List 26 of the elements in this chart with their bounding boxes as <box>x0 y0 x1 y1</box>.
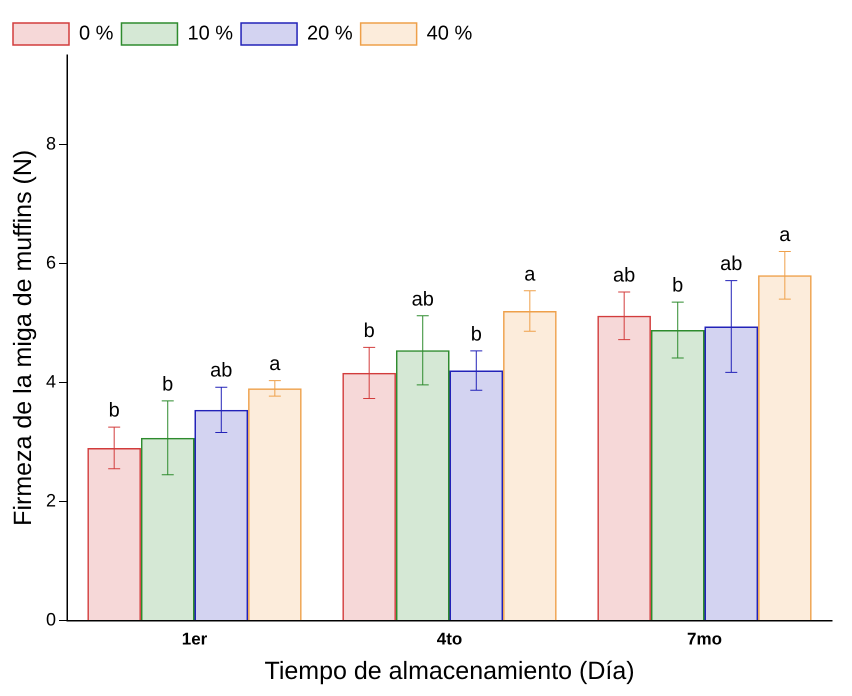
y-tick-label: 0 <box>46 610 56 630</box>
data-label: a <box>524 263 536 286</box>
data-label: ab <box>210 360 232 382</box>
data-label: ab <box>613 264 636 286</box>
y-tick-label: 8 <box>46 133 56 154</box>
x-tick-label: 4to <box>436 629 462 648</box>
data-label: b <box>364 320 375 342</box>
x-tick-label: 1er <box>182 629 208 648</box>
x-tick-label: 7mo <box>687 629 722 648</box>
data-label: ab <box>412 288 434 310</box>
y-tick-label: 6 <box>46 252 56 272</box>
legend-label: 40 % <box>426 22 472 45</box>
data-label: b <box>162 373 174 396</box>
y-tick-label: 4 <box>46 371 56 392</box>
legend-label: 20 % <box>307 22 353 45</box>
data-label: a <box>779 224 792 246</box>
data-label: ab <box>720 253 742 276</box>
data-label: b <box>470 323 482 346</box>
data-label: a <box>269 353 282 376</box>
y-tick-label: 2 <box>46 490 56 510</box>
legend-label: 10 % <box>187 22 234 45</box>
legend-label: 0 % <box>79 22 114 45</box>
data-label: b <box>108 400 120 422</box>
data-label: b <box>672 274 684 297</box>
x-axis-title: Tiempo de almacenamiento (Día) <box>264 656 635 685</box>
y-axis-title: Firmeza de la miga de muffins (N) <box>8 150 37 526</box>
